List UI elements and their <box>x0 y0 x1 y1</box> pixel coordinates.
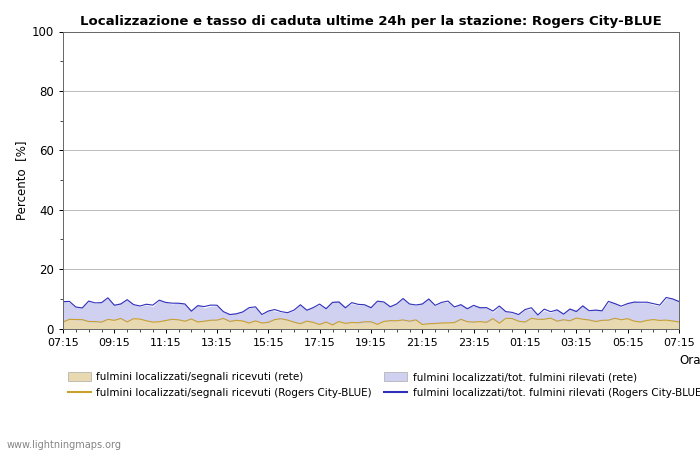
Text: www.lightningmaps.org: www.lightningmaps.org <box>7 440 122 450</box>
Y-axis label: Percento  [%]: Percento [%] <box>15 140 27 220</box>
Legend: fulmini localizzati/segnali ricevuti (rete), fulmini localizzati/segnali ricevut: fulmini localizzati/segnali ricevuti (re… <box>68 372 700 397</box>
Text: Orario: Orario <box>679 354 700 367</box>
Title: Localizzazione e tasso di caduta ultime 24h per la stazione: Rogers City-BLUE: Localizzazione e tasso di caduta ultime … <box>80 14 662 27</box>
